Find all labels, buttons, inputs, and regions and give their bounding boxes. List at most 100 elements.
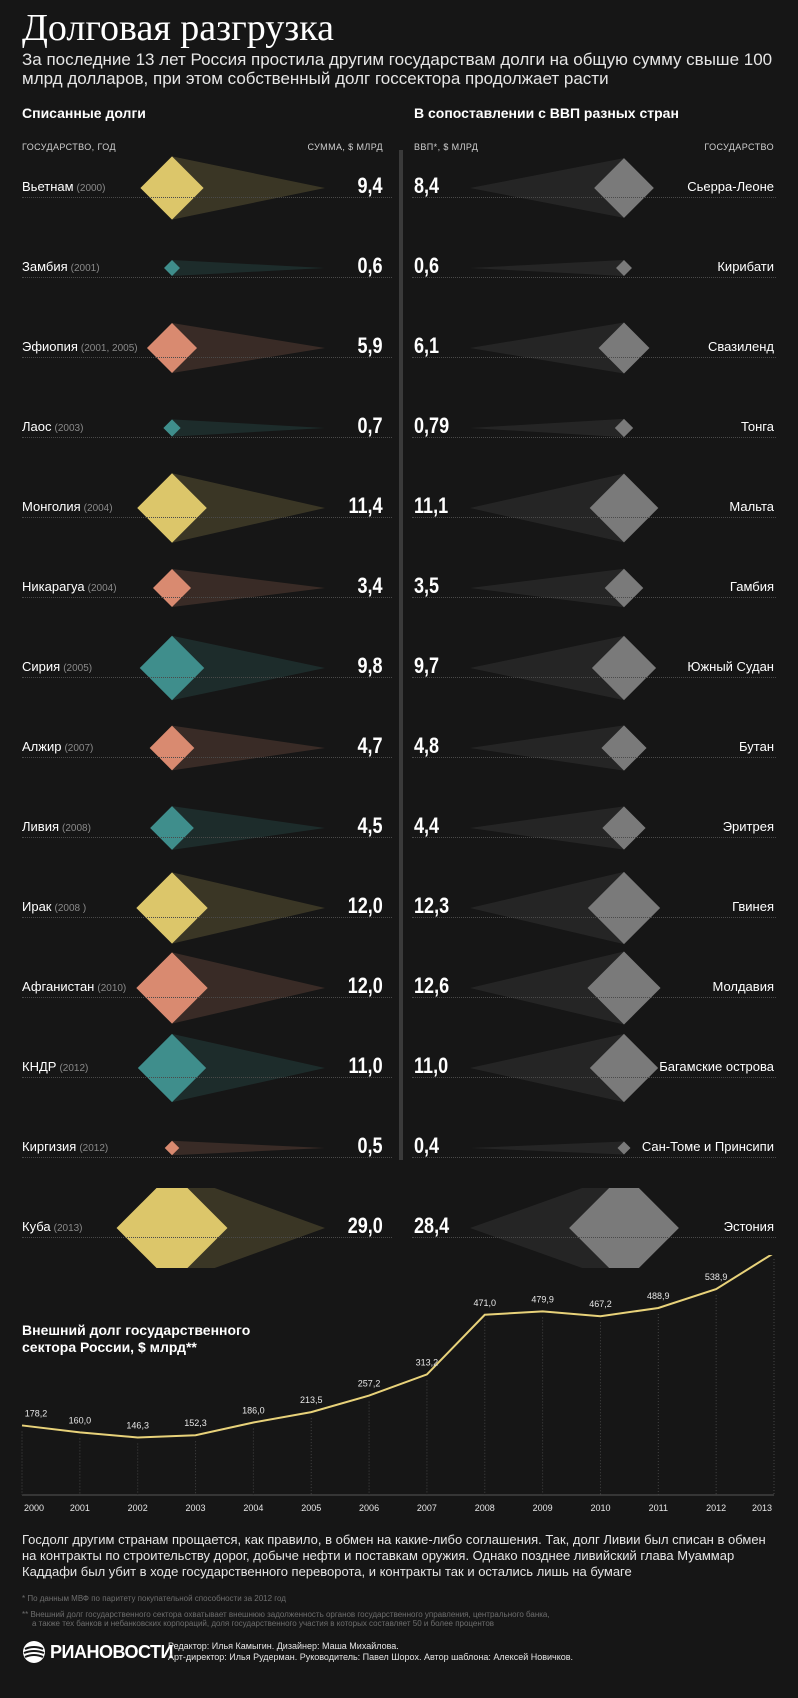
page-subtitle: За последние 13 лет Россия простила друг… xyxy=(22,50,773,88)
gdp-country-name: Молдавия xyxy=(712,979,774,994)
line-chart-title: Внешний долг государственного сектора Ро… xyxy=(22,1322,250,1356)
data-label: 160,0 xyxy=(69,1415,92,1425)
country-label: Алжир xyxy=(22,739,62,754)
country-year: (2001) xyxy=(70,263,100,274)
credits: Редактор: Илья Камыгин. Дизайнер: Маша М… xyxy=(168,1641,573,1663)
left-section-title: Списанные долги xyxy=(22,105,146,121)
debt-fan xyxy=(172,1033,325,1103)
data-label: 479,9 xyxy=(531,1294,554,1304)
row-dotline-left xyxy=(22,677,392,678)
country-label: Сирия xyxy=(22,659,61,674)
gdp-diamond xyxy=(614,418,634,438)
globe-icon xyxy=(22,1640,46,1664)
country-name: Замбия (2001) xyxy=(22,259,100,274)
row-graphic xyxy=(153,568,644,608)
row-graphic xyxy=(163,418,634,438)
data-label: 186,0 xyxy=(242,1405,265,1415)
x-tick-label: 2003 xyxy=(186,1503,206,1513)
debt-fan xyxy=(172,260,325,276)
debt-fan xyxy=(172,952,325,1024)
country-label: Куба xyxy=(22,1219,51,1234)
debt-fan xyxy=(172,322,325,374)
data-label: 538,9 xyxy=(705,1272,728,1282)
country-year: (2004) xyxy=(87,583,117,594)
gdp-diamond xyxy=(617,1141,631,1155)
line-chart-title-2: сектора России, $ млрд** xyxy=(22,1339,197,1355)
country-year: (2003) xyxy=(54,423,84,434)
country-label: Ирак xyxy=(22,899,52,914)
country-name: Афганистан (2010) xyxy=(22,979,126,994)
row-graphic xyxy=(146,322,650,374)
country-label: Монголия xyxy=(22,499,81,514)
gdp-country-name: Багамские острова xyxy=(659,1059,774,1074)
gdp-fan xyxy=(470,1141,624,1155)
gdp-country-name: Эстония xyxy=(723,1219,774,1234)
gdp-country-name: Мальта xyxy=(729,499,774,514)
gdp-value: 6,1 xyxy=(414,333,440,358)
country-name: КНДР (2012) xyxy=(22,1059,88,1074)
country-label: Замбия xyxy=(22,259,68,274)
x-tick-label: 2008 xyxy=(475,1503,495,1513)
country-year: (2008 ) xyxy=(54,903,87,914)
x-tick-label: 2006 xyxy=(359,1503,379,1513)
country-label: Эфиопия xyxy=(22,339,78,354)
debt-fan xyxy=(172,156,325,220)
debt-value: 9,4 xyxy=(357,173,383,198)
row-dotline-left xyxy=(22,1237,392,1238)
country-name: Куба (2013) xyxy=(22,1219,83,1234)
debt-diamond xyxy=(149,725,195,771)
debt-value: 11,4 xyxy=(348,493,383,518)
gdp-value: 4,4 xyxy=(414,813,440,838)
credits-line-1: Редактор: Илья Камыгин. Дизайнер: Маша М… xyxy=(168,1641,399,1651)
debt-line-chart: 178,2 2000 160,0 2001 146,3 2002 152,3 2003 186,… xyxy=(21,1255,775,1513)
country-year: (2007) xyxy=(64,743,94,754)
gdp-value: 8,4 xyxy=(414,173,440,198)
data-label: 152,3 xyxy=(184,1418,207,1428)
debt-diamond xyxy=(136,952,208,1024)
country-label: Афганистан xyxy=(22,979,95,994)
data-label: 467,2 xyxy=(589,1299,612,1309)
data-label: 213,5 xyxy=(300,1395,323,1405)
row-graphic xyxy=(137,473,659,543)
x-tick-label: 2007 xyxy=(417,1503,437,1513)
row-dotline-left xyxy=(22,597,392,598)
gdp-country-name: Кирибати xyxy=(717,259,774,274)
country-name: Никарагуа (2004) xyxy=(22,579,117,594)
debt-row: Замбия (2001) 0,6 0,6 Кирибати xyxy=(0,228,798,308)
country-name: Сирия (2005) xyxy=(22,659,92,674)
debt-fan xyxy=(172,725,325,771)
row-graphic xyxy=(136,871,661,945)
debt-row: Монголия (2004) 11,4 11,1 Мальта xyxy=(0,468,798,548)
debt-diamond xyxy=(163,419,181,437)
debt-diamond xyxy=(116,1188,228,1268)
gdp-country-name: Сьерра-Леоне xyxy=(687,179,774,194)
gdp-value: 11,1 xyxy=(414,493,449,518)
debt-value: 0,7 xyxy=(357,413,383,438)
debt-diamond xyxy=(136,872,208,944)
gdp-value: 12,3 xyxy=(414,893,450,918)
debt-fan xyxy=(172,872,325,944)
gdp-value: 3,5 xyxy=(414,573,440,598)
x-tick-label: 2001 xyxy=(70,1503,90,1513)
gdp-value: 0,79 xyxy=(414,413,450,438)
row-dotline-right xyxy=(412,197,776,198)
gdp-value: 4,8 xyxy=(414,733,440,758)
x-tick-label: 2010 xyxy=(590,1503,610,1513)
row-dotline-right xyxy=(412,357,776,358)
country-year: (2013) xyxy=(53,1223,83,1234)
col-head-sum: СУММА, $ МЛРД xyxy=(307,142,383,152)
gdp-fan xyxy=(470,418,624,438)
debt-row: КНДР (2012) 11,0 11,0 Багамские острова xyxy=(0,1028,798,1108)
country-label: Никарагуа xyxy=(22,579,85,594)
row-dotline-right xyxy=(412,1077,776,1078)
gdp-country-name: Эритрея xyxy=(722,819,774,834)
country-year: (2010) xyxy=(97,983,127,994)
gdp-country-name: Южный Судан xyxy=(687,659,774,674)
row-dotline-right xyxy=(412,917,776,918)
row-graphic xyxy=(116,1188,679,1268)
country-name: Ливия (2008) xyxy=(22,819,91,834)
row-dotline-right xyxy=(412,597,776,598)
debt-value: 4,5 xyxy=(357,813,383,838)
row-dotline-left xyxy=(22,757,392,758)
gdp-diamond xyxy=(616,260,632,276)
